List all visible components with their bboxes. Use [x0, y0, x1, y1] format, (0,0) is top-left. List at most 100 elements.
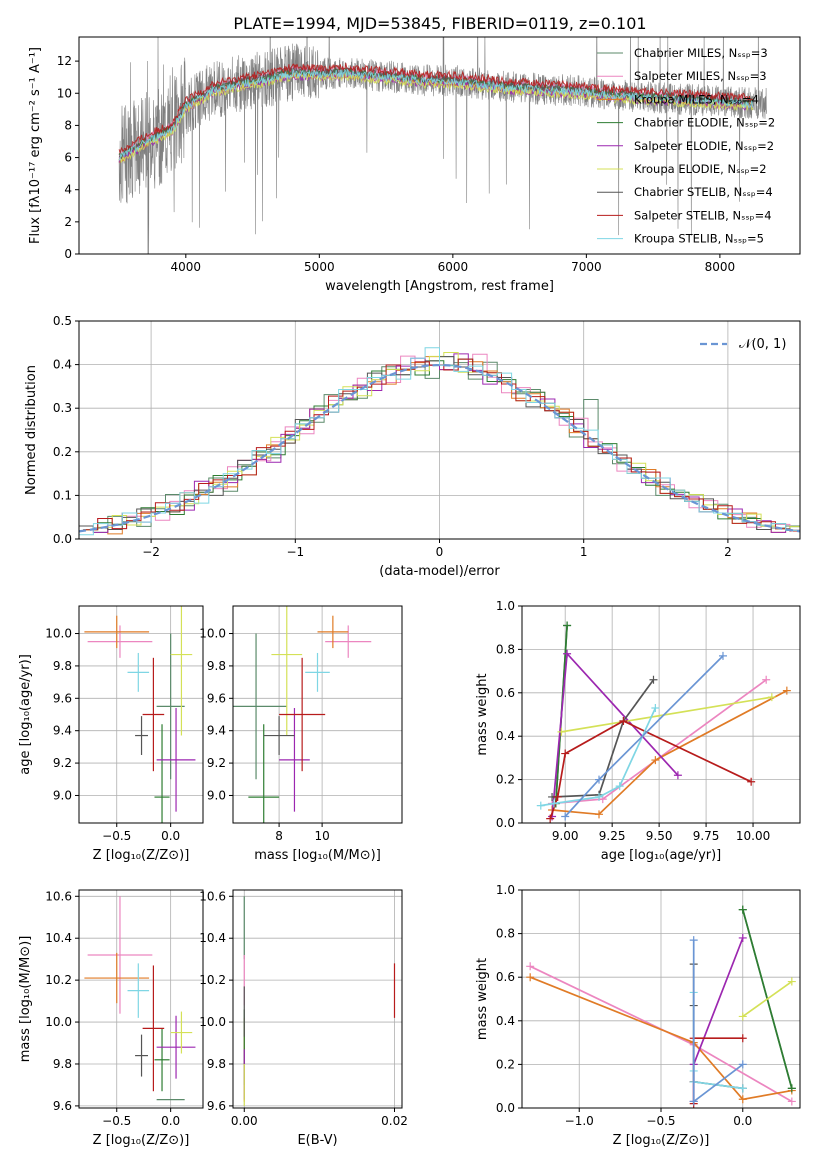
- x-tick-label: 10: [314, 829, 329, 843]
- y-axis-label: age [log₁₀(age/yr)]: [18, 654, 33, 775]
- weight-marker: [762, 675, 771, 684]
- panel-weight_vs_Z: −1.0 −0.5 0.0 0.0 0.2 0.4 0.6 0.8 1.0 Z [log₁₀(Z/…: [475, 883, 801, 1148]
- y-tick-label: 0.0: [496, 816, 515, 830]
- weight-line: [742, 980, 793, 1018]
- y-tick-label: 2: [64, 215, 72, 229]
- x-tick-label: −2: [142, 545, 160, 559]
- weight-marker: [738, 1095, 747, 1104]
- weight-marker: [747, 777, 756, 786]
- weight-line: [552, 679, 655, 798]
- weight-marker: [615, 782, 624, 791]
- x-axis-label: mass [log₁₀(M/M⊙)]: [254, 848, 381, 863]
- x-tick-label: 0: [436, 545, 444, 559]
- weight-marker: [718, 651, 727, 660]
- model-fit-line: [118, 68, 754, 161]
- plot-area: [79, 347, 800, 536]
- legend-label: Salpeter MILES, Nₛₛₚ=3: [634, 69, 767, 83]
- normal-curve: [79, 364, 800, 533]
- y-tick-label: 10.0: [199, 627, 226, 641]
- panel-age_vs_mass: 8 10 9.0 9.2 9.4 9.6 9.8 10.0 mass [log₁₀(M/M⊙)]: [199, 605, 403, 863]
- weight-marker: [526, 962, 535, 971]
- plot-area: [536, 621, 791, 823]
- weight-marker: [563, 621, 572, 630]
- x-tick-label: 1: [580, 545, 588, 559]
- plot-area: [526, 905, 796, 1108]
- y-axis-label: mass weight: [475, 673, 490, 755]
- y-tick-label: 0.1: [53, 488, 72, 502]
- panel-spectrum: 4000 5000 6000 7000 8000 0 2 4 6 8 10 12 wavelength …: [28, 36, 801, 294]
- y-axis-label: mass [log₁₀(M/M⊙)]: [18, 936, 33, 1063]
- plot-area: [84, 606, 196, 823]
- y-tick-label: 0.2: [53, 445, 72, 459]
- weight-line: [529, 976, 792, 1101]
- y-tick-label: 8: [64, 118, 72, 132]
- y-tick-label: 10.6: [45, 889, 72, 903]
- weight-marker: [738, 1034, 747, 1043]
- weight-line: [692, 992, 743, 1090]
- y-tick-label: 9.8: [207, 659, 226, 673]
- x-tick-label: −0.5: [646, 1114, 675, 1128]
- y-tick-label: 9.2: [53, 756, 72, 770]
- legend-label: Salpeter STELIB, Nₛₛₚ=4: [634, 208, 772, 222]
- legend-label: Kroupa MILES, Nₛₛₚ=4: [634, 92, 759, 106]
- y-tick-label: 0.6: [496, 686, 515, 700]
- y-tick-label: 10.4: [45, 931, 72, 945]
- weight-marker: [673, 771, 682, 780]
- figure-title: PLATE=1994, MJD=53845, FIBERID=0119, z=0…: [233, 14, 646, 33]
- weight-marker: [782, 686, 791, 695]
- panels: 4000 5000 6000 7000 8000024681012wavelength …: [18, 36, 801, 1148]
- x-tick-label: 8000: [705, 260, 736, 274]
- y-tick-label: 9.6: [53, 1099, 72, 1113]
- x-tick-label: −0.5: [102, 1114, 131, 1128]
- x-tick-label: −1.0: [565, 1114, 594, 1128]
- x-tick-label: 10.00: [736, 829, 770, 843]
- weight-marker: [549, 799, 558, 808]
- weight-line: [561, 696, 772, 733]
- x-tick-label: −0.5: [102, 829, 131, 843]
- y-tick-label: 0.4: [53, 358, 72, 372]
- x-tick-label: 9.75: [693, 829, 720, 843]
- x-tick-label: 8: [275, 829, 283, 843]
- weight-marker: [738, 1012, 747, 1021]
- y-axis-label: Normed distribution: [24, 365, 39, 495]
- y-tick-label: 9.2: [207, 756, 226, 770]
- weight-marker: [553, 792, 562, 801]
- legend-label: Chabrier ELODIE, Nₛₛₚ=2: [634, 116, 775, 130]
- legend-label: Kroupa STELIB, Nₛₛₚ=5: [634, 232, 764, 246]
- weight-marker: [738, 905, 747, 914]
- weight-marker: [557, 727, 566, 736]
- x-tick-label: 0.0: [161, 829, 180, 843]
- x-axis-label: wavelength [Angstrom, rest frame]: [325, 279, 554, 294]
- x-tick-label: 5000: [304, 260, 335, 274]
- weight-marker: [536, 801, 545, 810]
- y-tick-label: 9.0: [207, 788, 226, 802]
- axes-frame: [521, 605, 801, 824]
- x-tick-label: 6000: [438, 260, 469, 274]
- y-tick-label: 10.2: [45, 973, 72, 987]
- x-axis-label: age [log₁₀(age/yr)]: [601, 848, 722, 863]
- y-tick-label: 9.6: [207, 691, 226, 705]
- weight-marker: [689, 1097, 698, 1106]
- y-tick-label: 10.2: [199, 973, 226, 987]
- y-tick-label: 0.8: [496, 927, 515, 941]
- y-tick-label: 9.6: [53, 691, 72, 705]
- panel-weight_vs_age: 9.00 9.25 9.50 9.75 10.00 0.0 0.2 0.4 0.6 0.8 1.0 a…: [475, 599, 801, 863]
- y-axis-label: Flux [fλ10⁻¹⁷ erg cm⁻² s⁻¹ A⁻¹]: [28, 47, 43, 244]
- weight-marker: [651, 703, 660, 712]
- axes-frame: [232, 889, 403, 1109]
- weight-marker: [561, 812, 570, 821]
- y-tick-label: 1.0: [496, 883, 515, 897]
- weight-marker: [619, 717, 628, 726]
- weight-marker: [787, 1084, 796, 1093]
- panel-mass_vs_Z: −0.5 0.0 9.6 9.8 10.0 10.2 10.4 10.6 Z [log₁₀(Z/…: [18, 889, 204, 1148]
- weight-marker: [526, 973, 535, 982]
- x-axis-label: E(B-V): [297, 1133, 337, 1148]
- legend-label: Kroupa ELODIE, Nₛₛₚ=2: [634, 162, 767, 176]
- y-tick-label: 0: [64, 247, 72, 261]
- weight-marker: [563, 649, 572, 658]
- x-tick-label: 9.50: [646, 829, 673, 843]
- weight-line: [552, 689, 788, 816]
- x-axis-label: Z [log₁₀(Z/Z⊙)]: [613, 1133, 710, 1148]
- y-tick-label: 9.4: [207, 724, 226, 738]
- y-tick-label: 0.2: [496, 773, 515, 787]
